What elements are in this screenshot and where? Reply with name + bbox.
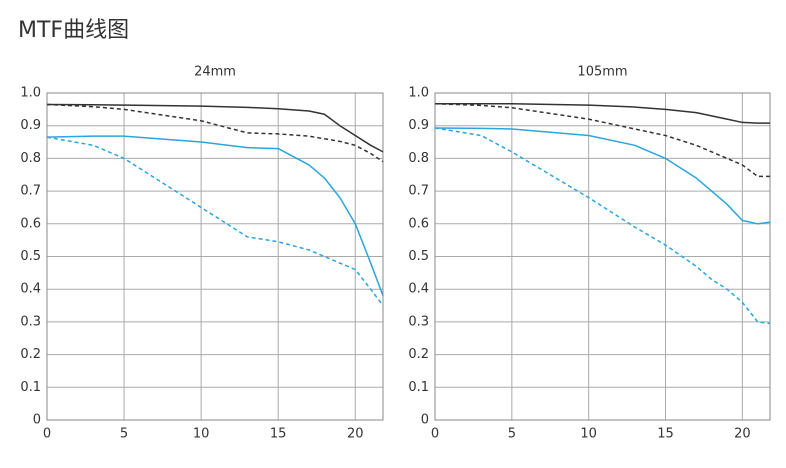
y-tick-label: 0.2	[408, 347, 429, 362]
y-tick-label: 0.3	[20, 314, 41, 329]
chart-title: 24mm	[194, 65, 236, 80]
plot-frame	[46, 92, 384, 421]
y-tick-label: 0	[33, 413, 41, 428]
x-tick-label: 20	[347, 427, 364, 442]
y-tick-label: 0.8	[20, 151, 41, 166]
y-tick-label: 0.3	[408, 314, 429, 329]
x-tick-label: 5	[120, 427, 128, 442]
plot-frame	[434, 92, 771, 421]
y-tick-label: 0.6	[408, 216, 429, 231]
y-tick-label: 0.1	[408, 380, 429, 395]
x-tick-label: 0	[43, 427, 51, 442]
y-tick-label: 0.4	[20, 282, 41, 297]
y-tick-label: 0.5	[408, 249, 429, 264]
chart-title: 105mm	[577, 65, 627, 80]
x-tick-label: 5	[508, 427, 516, 442]
mtf-line	[46, 136, 384, 307]
y-tick-label: 1.0	[20, 86, 41, 101]
y-tick-label: 1.0	[408, 86, 429, 101]
mtf-line	[46, 135, 384, 297]
y-tick-label: 0.6	[20, 216, 41, 231]
mtf-line	[434, 127, 771, 225]
y-tick-label: 0.7	[408, 184, 429, 199]
y-tick-label: 0.5	[20, 249, 41, 264]
y-tick-label: 0.9	[408, 118, 429, 133]
x-tick-label: 10	[580, 427, 597, 442]
page-title: MTF曲线图	[18, 18, 130, 43]
mtf-line	[434, 103, 770, 178]
x-tick-label: 20	[734, 427, 751, 442]
x-tick-label: 15	[270, 427, 287, 442]
y-tick-label: 0.2	[20, 347, 41, 362]
mtf-line	[435, 103, 770, 124]
y-tick-label: 0.1	[20, 380, 41, 395]
mtf-line	[434, 127, 771, 325]
mtf-line	[46, 103, 384, 153]
y-tick-label: 0.8	[408, 151, 429, 166]
y-tick-label: 0.4	[408, 282, 429, 297]
y-tick-label: 0.7	[20, 184, 41, 199]
mtf-line	[46, 103, 384, 163]
y-tick-label: 0	[421, 413, 429, 428]
y-tick-label: 0.9	[20, 118, 41, 133]
x-tick-label: 10	[193, 427, 210, 442]
x-tick-label: 0	[431, 427, 439, 442]
x-tick-label: 15	[657, 427, 674, 442]
